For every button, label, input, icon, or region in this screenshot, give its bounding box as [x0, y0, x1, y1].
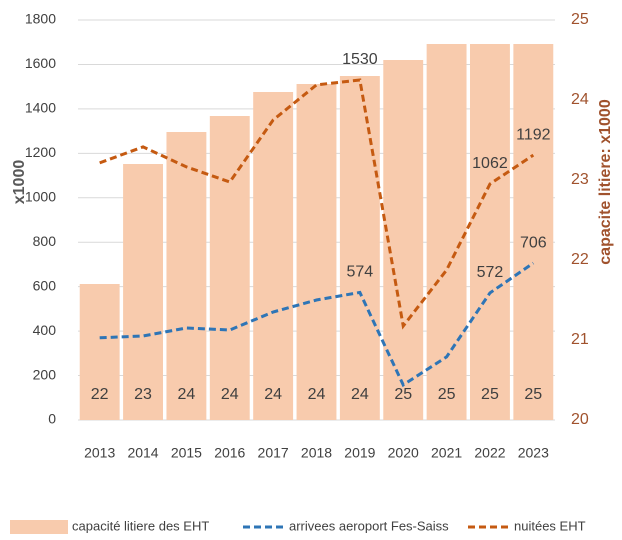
y-tick-label: 800: [33, 233, 57, 249]
bar-value-label: 25: [438, 386, 456, 403]
bar: [209, 116, 250, 420]
x-tick-label: 2016: [214, 445, 245, 461]
y2-tick-label: 20: [571, 411, 589, 428]
x-tick-label: 2017: [258, 445, 289, 461]
legend-swatch: [10, 520, 68, 534]
bar-value-label: 24: [308, 386, 326, 403]
y2-tick-label: 25: [571, 11, 589, 28]
x-tick-label: 2013: [84, 445, 115, 461]
bar-value-label: 25: [394, 386, 412, 403]
legend-label: nuitées EHT: [514, 518, 586, 533]
bar: [296, 84, 337, 420]
line-value-label: 574: [347, 264, 374, 281]
bar-value-label: 24: [351, 386, 369, 403]
bar-value-label: 24: [221, 386, 239, 403]
y-axis-title: x1000: [11, 160, 28, 205]
y-tick-label: 1800: [25, 11, 56, 27]
y2-tick-label: 24: [571, 91, 589, 108]
x-tick-label: 2021: [431, 445, 462, 461]
bar: [253, 92, 294, 420]
bar-value-label: 24: [264, 386, 282, 403]
y-tick-label: 600: [33, 277, 57, 293]
y-tick-label: 200: [33, 366, 57, 382]
line-value-label: 1530: [342, 51, 378, 68]
line-value-label: 1062: [472, 155, 508, 172]
line: [99, 78, 535, 330]
x-tick-label: 2023: [518, 445, 549, 461]
y-tick-label: 1200: [25, 144, 56, 160]
y-tick-label: 0: [48, 411, 56, 427]
bar-value-label: 22: [91, 386, 109, 403]
bar: [79, 284, 120, 420]
x-tick-label: 2022: [474, 445, 505, 461]
x-tick-label: 2018: [301, 445, 332, 461]
bar: [166, 132, 207, 420]
bar-value-label: 25: [524, 386, 542, 403]
bar-value-label: 23: [134, 386, 152, 403]
line: [99, 261, 535, 388]
y-tick-label: 400: [33, 322, 57, 338]
x-tick-label: 2015: [171, 445, 202, 461]
legend-label: arrivees aeroport Fes-Saiss: [289, 518, 449, 533]
line-value-label: 572: [477, 264, 504, 281]
y-tick-label: 1000: [25, 188, 56, 204]
x-tick-label: 2014: [127, 445, 158, 461]
bar: [339, 76, 380, 420]
x-tick-label: 2019: [344, 445, 375, 461]
bar-value-label: 24: [178, 386, 196, 403]
y2-tick-label: 21: [571, 331, 589, 348]
y2-tick-label: 22: [571, 251, 589, 268]
bar: [123, 164, 163, 420]
bar: [426, 44, 467, 420]
legend-label: capacité litiere des EHT: [72, 518, 209, 533]
bar-value-label: 25: [481, 386, 499, 403]
line-value-label: 1192: [516, 126, 551, 143]
y2-axis-title: capacite litiere: x1000: [597, 99, 614, 265]
y2-tick-label: 23: [571, 171, 589, 188]
y-tick-label: 1400: [25, 100, 56, 116]
x-tick-label: 2020: [388, 445, 419, 461]
y-tick-label: 1600: [25, 55, 56, 71]
bar: [383, 60, 424, 420]
bar: [470, 44, 510, 420]
line-value-label: 706: [520, 234, 547, 251]
bar: [513, 44, 554, 420]
